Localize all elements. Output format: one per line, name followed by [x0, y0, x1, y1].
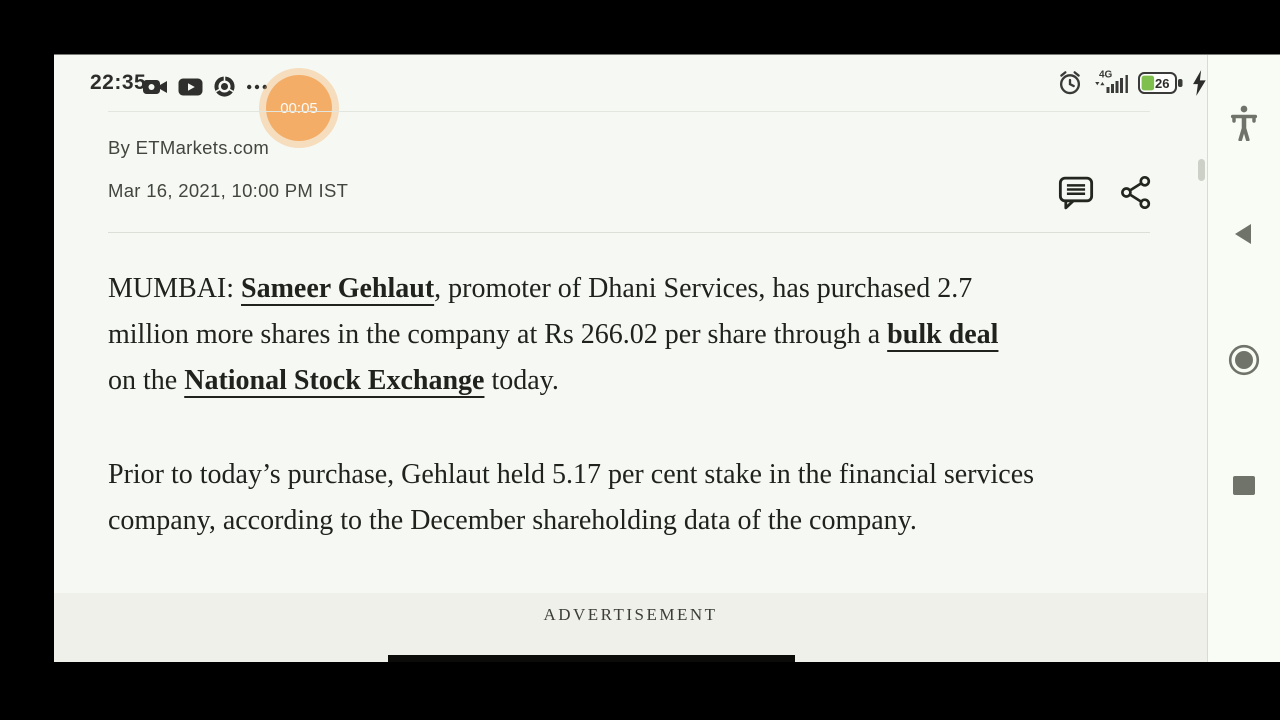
- article-meta-divider: [108, 232, 1150, 233]
- text-run: million more shares in the company at Rs…: [108, 319, 888, 350]
- chrome-icon: [214, 76, 235, 97]
- advertisement-label: ADVERTISEMENT: [543, 605, 718, 624]
- paragraph-line: company, according to the December share…: [108, 505, 917, 536]
- signal-4g-icon: 4G: [1095, 70, 1128, 93]
- battery-percent-label: 26: [1155, 76, 1169, 91]
- statusbar-divider: [108, 111, 1150, 112]
- link-bulk-deal[interactable]: bulk deal: [887, 319, 999, 350]
- status-left-icons: [142, 75, 268, 98]
- share-button[interactable]: [1120, 175, 1152, 215]
- youtube-icon: [178, 78, 203, 95]
- share-icon: [1121, 175, 1151, 210]
- article-paragraph-1: MUMBAI: Sameer Gehlaut, promoter of Dhan…: [108, 266, 998, 404]
- status-time: 22:35: [90, 71, 147, 94]
- text-run: today.: [484, 365, 559, 396]
- text-run: MUMBAI:: [108, 273, 242, 304]
- article-paragraph-2: Prior to today’s purchase, Gehlaut held …: [108, 452, 1034, 544]
- recording-timer-bubble[interactable]: 00:05: [266, 75, 332, 141]
- article-byline: By ETMarkets.com: [108, 137, 270, 158]
- paragraph-line: on the National Stock Exchange today.: [108, 358, 998, 404]
- network-type-label: 4G: [1099, 70, 1113, 81]
- paragraph-line: MUMBAI: Sameer Gehlaut, promoter of Dhan…: [108, 266, 998, 312]
- android-nav-bar: [1207, 55, 1280, 662]
- screen-record-icon: [143, 79, 167, 94]
- link-sameer-gehlaut[interactable]: Sameer Gehlaut: [241, 273, 435, 304]
- comment-icon: [1058, 176, 1094, 210]
- battery-icon: 26: [1138, 72, 1183, 94]
- home-button[interactable]: [1208, 343, 1280, 377]
- phone-screen: 22:35 00: [54, 54, 1280, 662]
- back-button[interactable]: [1208, 221, 1280, 247]
- recording-timer-label: 00:05: [280, 99, 318, 117]
- text-run: on the: [108, 365, 185, 396]
- back-triangle-icon: [1235, 224, 1251, 244]
- home-circle-icon: [1228, 344, 1260, 376]
- paragraph-line: million more shares in the company at Rs…: [108, 312, 998, 358]
- alarm-clock-icon: [1059, 71, 1081, 95]
- paragraph-line: Prior to today’s purchase, Gehlaut held …: [108, 459, 1035, 490]
- scrollbar-thumb[interactable]: [1198, 159, 1205, 181]
- text-run: , promoter of Dhani Services, has purcha…: [434, 273, 973, 304]
- recents-square-icon: [1233, 476, 1255, 495]
- link-national-stock-exchange[interactable]: National Stock Exchange: [184, 365, 485, 396]
- accessibility-button[interactable]: [1208, 105, 1280, 141]
- comment-button[interactable]: [1056, 175, 1096, 216]
- recents-button[interactable]: [1208, 475, 1280, 497]
- status-right-icons: 4G 26: [1056, 68, 1207, 98]
- ad-loading-bar: [388, 655, 795, 662]
- more-dots-icon: [247, 84, 267, 89]
- accessibility-icon: [1230, 105, 1258, 141]
- advertisement-area: ADVERTISEMENT: [54, 593, 1207, 662]
- article-datetime: Mar 16, 2021, 10:00 PM IST: [108, 180, 349, 201]
- charging-bolt-icon: [1193, 70, 1206, 96]
